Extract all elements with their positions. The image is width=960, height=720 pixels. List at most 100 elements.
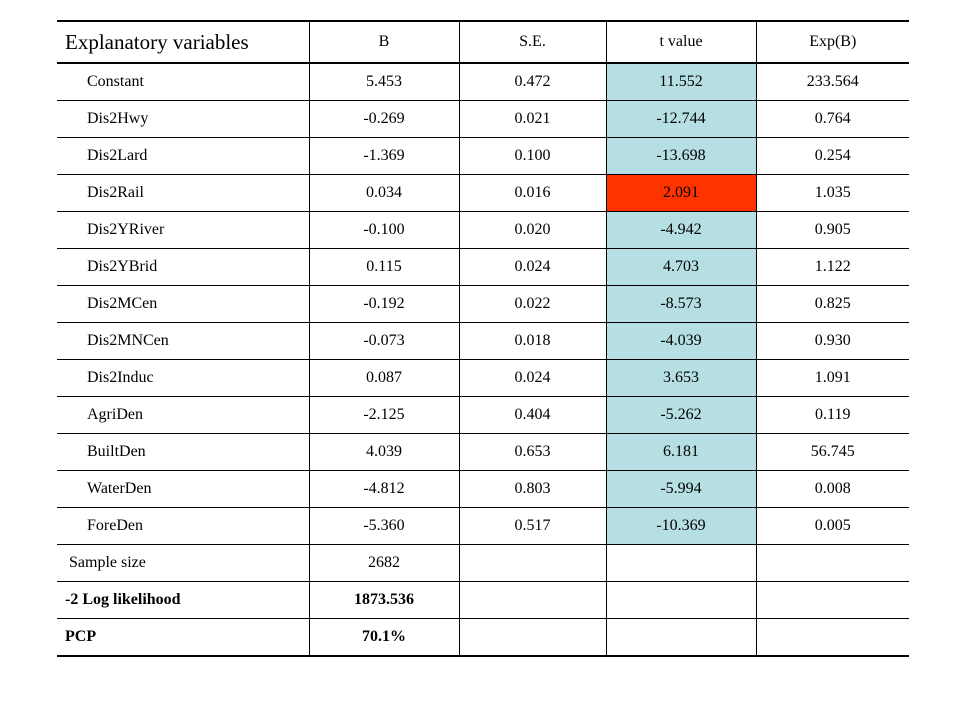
expb-cell: 233.564: [755, 63, 909, 101]
table-row: Dis2MNCen -0.073 0.018 -4.039 0.930: [57, 322, 909, 360]
b-cell: -0.192: [308, 285, 460, 323]
t-value-cell: 3.653: [605, 359, 757, 397]
empty-cell: [605, 544, 757, 582]
summary-value: 70.1%: [308, 618, 460, 657]
variable-cell: Dis2Induc: [57, 359, 310, 397]
se-cell: 0.472: [458, 63, 607, 101]
t-value-cell: -10.369: [605, 507, 757, 545]
t-value-cell-alert: 2.091: [605, 174, 757, 212]
variable-cell: WaterDen: [57, 470, 310, 508]
header-se: S.E.: [458, 20, 607, 64]
variable-cell: ForeDen: [57, 507, 310, 545]
summary-label: -2 Log likelihood: [57, 581, 310, 619]
regression-table: Explanatory variables B S.E. t value Exp…: [57, 20, 909, 657]
table-row: Dis2Rail 0.034 0.016 2.091 1.035: [57, 174, 909, 212]
t-value-cell: -5.262: [605, 396, 757, 434]
header-b: B: [308, 20, 460, 64]
se-cell: 0.024: [458, 248, 607, 286]
empty-cell: [755, 544, 909, 582]
t-value-cell: -13.698: [605, 137, 757, 175]
summary-value: 2682: [308, 544, 460, 582]
t-value-cell: 4.703: [605, 248, 757, 286]
t-value-cell: 6.181: [605, 433, 757, 471]
header-t-value: t value: [605, 20, 757, 64]
expb-cell: 0.905: [755, 211, 909, 249]
expb-cell: 0.825: [755, 285, 909, 323]
se-cell: 0.016: [458, 174, 607, 212]
table-row: Dis2MCen -0.192 0.022 -8.573 0.825: [57, 285, 909, 323]
empty-cell: [755, 581, 909, 619]
table-row: BuiltDen 4.039 0.653 6.181 56.745: [57, 433, 909, 471]
header-expb: Exp(B): [755, 20, 909, 64]
empty-cell: [605, 581, 757, 619]
t-value-cell: -4.039: [605, 322, 757, 360]
variable-cell: Dis2Lard: [57, 137, 310, 175]
b-cell: 0.034: [308, 174, 460, 212]
variable-cell: Dis2MNCen: [57, 322, 310, 360]
empty-cell: [458, 581, 607, 619]
variable-cell: Dis2Rail: [57, 174, 310, 212]
b-cell: -4.812: [308, 470, 460, 508]
table-row: AgriDen -2.125 0.404 -5.262 0.119: [57, 396, 909, 434]
se-cell: 0.100: [458, 137, 607, 175]
b-cell: 4.039: [308, 433, 460, 471]
table-row: Dis2Lard -1.369 0.100 -13.698 0.254: [57, 137, 909, 175]
summary-row-log-likelihood: -2 Log likelihood 1873.536: [57, 581, 909, 619]
variable-cell: Dis2Hwy: [57, 100, 310, 138]
expb-cell: 0.008: [755, 470, 909, 508]
empty-cell: [755, 618, 909, 657]
summary-label: PCP: [57, 618, 310, 657]
b-cell: -5.360: [308, 507, 460, 545]
t-value-cell: -4.942: [605, 211, 757, 249]
variable-cell: Dis2YBrid: [57, 248, 310, 286]
se-cell: 0.517: [458, 507, 607, 545]
se-cell: 0.021: [458, 100, 607, 138]
expb-cell: 56.745: [755, 433, 909, 471]
expb-cell: 0.119: [755, 396, 909, 434]
empty-cell: [458, 618, 607, 657]
table-row: Dis2Hwy -0.269 0.021 -12.744 0.764: [57, 100, 909, 138]
b-cell: -2.125: [308, 396, 460, 434]
table-row: Dis2Induc 0.087 0.024 3.653 1.091: [57, 359, 909, 397]
b-cell: 0.115: [308, 248, 460, 286]
empty-cell: [458, 544, 607, 582]
t-value-cell: -5.994: [605, 470, 757, 508]
b-cell: -0.269: [308, 100, 460, 138]
b-cell: -1.369: [308, 137, 460, 175]
t-value-cell: 11.552: [605, 63, 757, 101]
expb-cell: 1.091: [755, 359, 909, 397]
table-row: ForeDen -5.360 0.517 -10.369 0.005: [57, 507, 909, 545]
se-cell: 0.024: [458, 359, 607, 397]
variable-cell: Dis2MCen: [57, 285, 310, 323]
se-cell: 0.022: [458, 285, 607, 323]
variable-cell: BuiltDen: [57, 433, 310, 471]
t-value-cell: -8.573: [605, 285, 757, 323]
b-cell: -0.073: [308, 322, 460, 360]
se-cell: 0.404: [458, 396, 607, 434]
summary-value: 1873.536: [308, 581, 460, 619]
se-cell: 0.803: [458, 470, 607, 508]
header-explanatory-variables: Explanatory variables: [57, 20, 310, 64]
table-row: Dis2YRiver -0.100 0.020 -4.942 0.905: [57, 211, 909, 249]
expb-cell: 1.035: [755, 174, 909, 212]
expb-cell: 0.764: [755, 100, 909, 138]
expb-cell: 0.930: [755, 322, 909, 360]
variable-cell: Constant: [57, 63, 310, 101]
b-cell: 0.087: [308, 359, 460, 397]
table-row: Dis2YBrid 0.115 0.024 4.703 1.122: [57, 248, 909, 286]
se-cell: 0.020: [458, 211, 607, 249]
b-cell: -0.100: [308, 211, 460, 249]
table-row: Constant 5.453 0.472 11.552 233.564: [57, 63, 909, 101]
b-cell: 5.453: [308, 63, 460, 101]
summary-row-sample-size: Sample size 2682: [57, 544, 909, 582]
table-header-row: Explanatory variables B S.E. t value Exp…: [57, 20, 909, 64]
expb-cell: 0.254: [755, 137, 909, 175]
variable-cell: AgriDen: [57, 396, 310, 434]
expb-cell: 1.122: [755, 248, 909, 286]
expb-cell: 0.005: [755, 507, 909, 545]
empty-cell: [605, 618, 757, 657]
se-cell: 0.018: [458, 322, 607, 360]
table-row: WaterDen -4.812 0.803 -5.994 0.008: [57, 470, 909, 508]
summary-label: Sample size: [57, 544, 310, 582]
t-value-cell: -12.744: [605, 100, 757, 138]
